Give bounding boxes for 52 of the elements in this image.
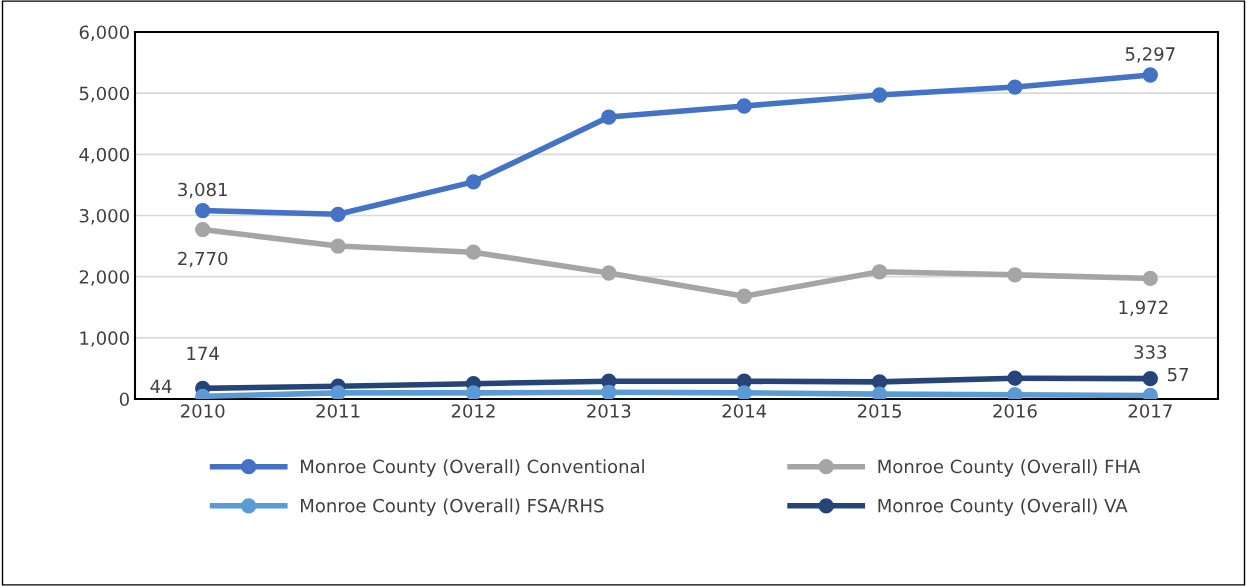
x-tick-label: 2014 [722,404,767,418]
point [330,238,346,254]
point [871,87,888,103]
point [465,244,482,260]
point [871,386,888,399]
y-tick-label: 3,000 [79,208,129,225]
x-tick-label: 2017 [1128,404,1172,418]
point [601,265,617,281]
x-tick-label: 2012 [451,404,495,418]
point [1007,370,1023,386]
legend-label: Monroe County (Overall) FHA [878,459,1141,477]
point [1007,79,1023,95]
point [1142,370,1158,387]
point [1007,387,1023,399]
point [736,385,752,399]
point [195,202,211,219]
point [871,264,888,280]
data-label: 57 [1168,367,1189,382]
legend-label: Monroe County (Overall) FSA/RHS [301,498,604,516]
point [871,374,888,390]
point [465,385,482,399]
data-label: 1,972 [1119,300,1168,317]
point [1142,270,1158,287]
data-label: 174 [187,346,219,361]
x-tick-label: 2011 [316,404,360,418]
point [465,174,482,190]
y-tick-label: 1,000 [80,331,129,347]
point [1007,267,1023,283]
point [330,206,346,222]
point [601,384,617,399]
legend-label: Monroe County (Overall) VA [878,498,1128,516]
point [1142,67,1158,83]
point [601,109,617,125]
x-tick-label: 2010 [181,404,225,418]
y-tick-label: 0 [119,392,129,407]
y-tick-label: 6,000 [79,25,129,41]
data-label: 3,081 [178,182,227,199]
point [330,385,346,399]
point [195,221,211,238]
data-label: 333 [1134,345,1167,359]
x-tick-label: 2016 [993,404,1037,418]
y-tick-label: 2,000 [79,270,129,286]
x-tick-label: 2013 [587,404,631,418]
point [736,98,752,114]
point [736,288,752,304]
legend-label: Monroe County (Overall) Conventional [301,459,644,477]
data-label: 2,770 [178,251,228,268]
data-label: 5,297 [1125,47,1175,63]
data-label: 44 [150,379,172,393]
y-tick-label: 4,000 [79,147,129,164]
y-tick-label: 5,000 [79,86,129,103]
x-tick-label: 2015 [857,404,901,418]
